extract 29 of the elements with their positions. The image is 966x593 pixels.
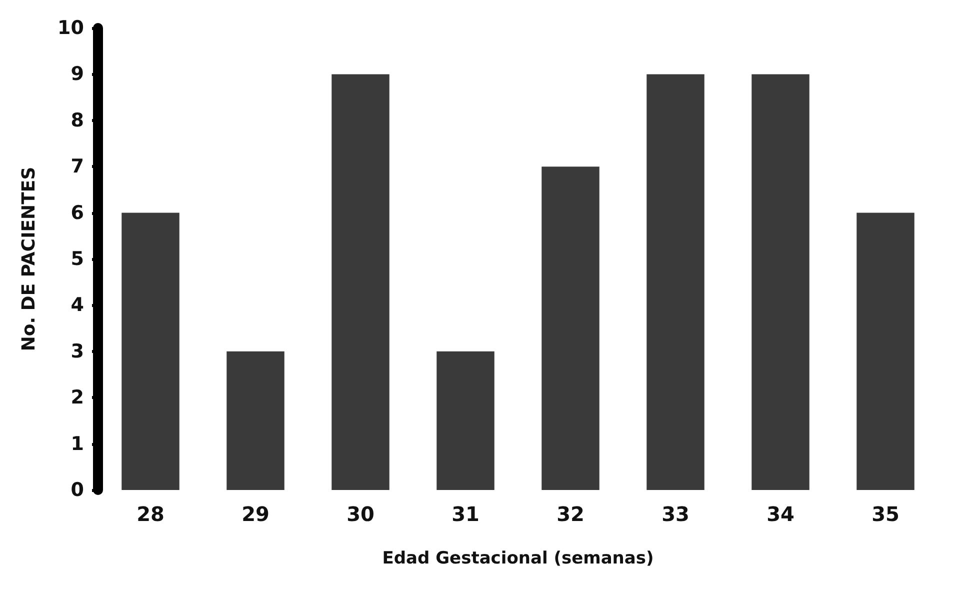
y-tick-label: 0	[70, 479, 84, 501]
x-axis-title: Edad Gestacional (semanas)	[382, 548, 654, 568]
x-tick-label: 35	[872, 502, 900, 526]
x-tick-label: 31	[452, 502, 480, 526]
y-tick-label: 10	[58, 17, 84, 39]
y-tick-label: 7	[70, 156, 84, 178]
x-tick-label: 34	[766, 502, 794, 526]
bar	[436, 351, 494, 490]
y-tick-label: 8	[70, 109, 84, 132]
bar	[646, 74, 704, 490]
y-axis-title: No. DE PACIENTES	[18, 166, 40, 352]
bar	[542, 166, 600, 490]
x-tick-label: 28	[136, 502, 164, 526]
bar	[226, 351, 284, 490]
bar	[122, 212, 180, 490]
y-tick-label: 1	[70, 432, 84, 455]
x-tick-label: 32	[556, 502, 584, 526]
x-tick-label: 30	[346, 502, 374, 526]
y-tick-label: 4	[70, 294, 84, 316]
y-tick-label: 9	[70, 63, 84, 86]
x-tick-label: 29	[242, 502, 270, 526]
bar	[752, 74, 810, 490]
y-tick-label: 6	[70, 202, 84, 224]
y-tick-label: 2	[70, 386, 84, 409]
y-tick-label: 3	[70, 340, 84, 362]
x-tick-label: 33	[662, 502, 690, 526]
bar	[856, 212, 914, 490]
bar	[332, 74, 390, 490]
y-tick-label: 5	[70, 248, 84, 270]
